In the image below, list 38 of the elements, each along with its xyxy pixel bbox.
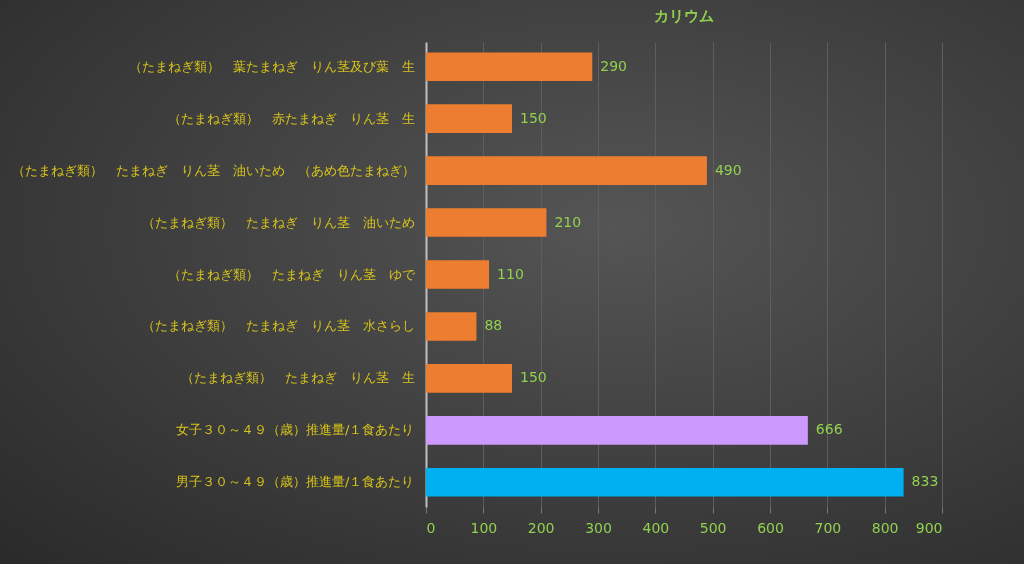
bar: [426, 52, 593, 81]
bar: [426, 156, 707, 185]
bar: [426, 312, 477, 341]
bar: [426, 416, 808, 445]
y-tick-label: （たまねぎ類） たまねぎ りん茎 油いため: [141, 214, 415, 230]
data-label: 666: [815, 421, 843, 438]
data-label: 290: [600, 57, 627, 74]
data-label: 833: [911, 473, 939, 490]
y-tick-label: 女子３０～４９（歳）推進量/１食あたり: [176, 422, 415, 438]
bar: [426, 104, 512, 133]
data-label: 210: [554, 213, 582, 230]
y-tick-label: （たまねぎ類） たまねぎ りん茎 水さらし: [141, 318, 415, 334]
y-tick-label: （たまねぎ類） たまねぎ りん茎 油いため （あめ色たまねぎ）: [11, 162, 415, 178]
y-tick-label: （たまねぎ類） たまねぎ りん茎 生: [180, 370, 415, 386]
data-label: 88: [484, 317, 503, 334]
bar: [426, 260, 490, 289]
y-tick-label: （たまねぎ類） たまねぎ りん茎 ゆで: [167, 266, 416, 282]
y-tick-label: 男子３０～４９（歳）推進量/１食あたり: [176, 474, 415, 490]
x-tick-label: 200: [527, 519, 555, 536]
chart-title: カリウム: [654, 7, 714, 25]
x-tick-label: 600: [757, 519, 784, 536]
data-label: 150: [520, 109, 547, 126]
x-tick-label: 100: [470, 519, 498, 536]
y-tick-label: （たまねぎ類） 葉たまねぎ りん茎及び葉 生: [128, 58, 415, 74]
x-tick-label: 700: [814, 519, 842, 536]
x-tick-label: 500: [699, 519, 727, 536]
bar: [426, 208, 547, 237]
bar: [426, 468, 904, 497]
data-label: 110: [497, 265, 524, 282]
x-tick-label: 300: [585, 519, 612, 536]
x-tick-label: 900: [915, 519, 943, 536]
y-tick-label: （たまねぎ類） 赤たまねぎ りん茎 生: [167, 110, 415, 126]
x-tick-label: 400: [642, 519, 670, 536]
data-label: 490: [714, 161, 742, 178]
data-label: 150: [520, 369, 547, 386]
x-tick-label: 0: [426, 519, 436, 536]
x-tick-label: 800: [871, 519, 899, 536]
bar: [426, 364, 512, 393]
